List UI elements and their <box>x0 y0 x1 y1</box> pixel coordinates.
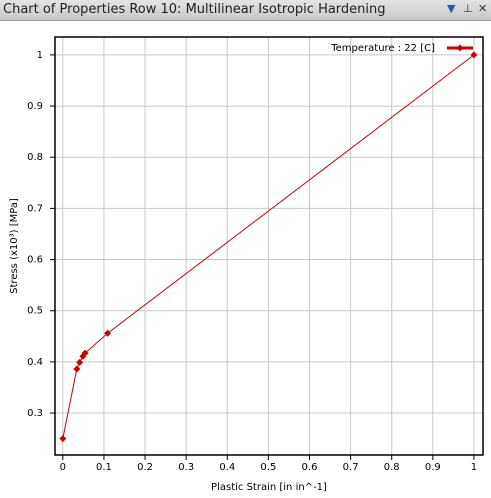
x-tick-label: 0.7 <box>343 462 359 473</box>
window-title: Chart of Properties Row 10: Multilinear … <box>3 2 386 17</box>
x-tick-label: 0.9 <box>425 462 441 473</box>
x-tick-label: 1 <box>471 462 477 473</box>
plot-frame <box>54 36 484 456</box>
chart: 0 0.1 0.2 0.3 0.4 0.5 0.6 0.7 0.8 0.9 1 0.3 0.4 0.5 0.… <box>9 36 484 493</box>
y-tick-label: 0.4 <box>27 357 43 368</box>
y-axis-label: Stress (x10³) [MPa] <box>9 198 20 294</box>
x-axis-label: Plastic Strain [in in^-1] <box>211 482 327 493</box>
y-tick-label: 0.7 <box>27 203 43 214</box>
y-tick-label: 0.6 <box>27 255 43 266</box>
data-point <box>104 329 112 337</box>
x-tick-label: 0.5 <box>260 462 276 473</box>
x-tick-label: 0.3 <box>178 462 194 473</box>
x-tick-label: 0.8 <box>384 462 400 473</box>
pin-icon[interactable]: ⊥ <box>463 2 473 15</box>
data-point <box>470 51 478 59</box>
x-tick-label: 0 <box>60 462 66 473</box>
x-tick-label: 0.4 <box>219 462 235 473</box>
x-tick-label: 0.6 <box>302 462 318 473</box>
data-point <box>73 365 81 373</box>
x-tick-label: 0.1 <box>96 462 112 473</box>
y-tick-label: 0.5 <box>27 306 43 317</box>
title-bar: Chart of Properties Row 10: Multilinear … <box>0 0 491 21</box>
close-icon[interactable]: ✕ <box>478 2 488 15</box>
data-point <box>59 435 67 443</box>
menu-icon[interactable]: ▼ <box>447 2 456 15</box>
y-tick-label: 0.3 <box>27 408 43 419</box>
x-tick-label: 0.2 <box>137 462 153 473</box>
y-tick-label: 0.8 <box>27 152 43 163</box>
legend-label: Temperature : 22 [C] <box>330 43 435 54</box>
y-tick-label: 0.9 <box>27 101 43 112</box>
y-tick-label: 1 <box>37 50 43 61</box>
data-point <box>76 358 84 366</box>
data-point <box>81 349 89 357</box>
legend-marker <box>456 44 464 52</box>
